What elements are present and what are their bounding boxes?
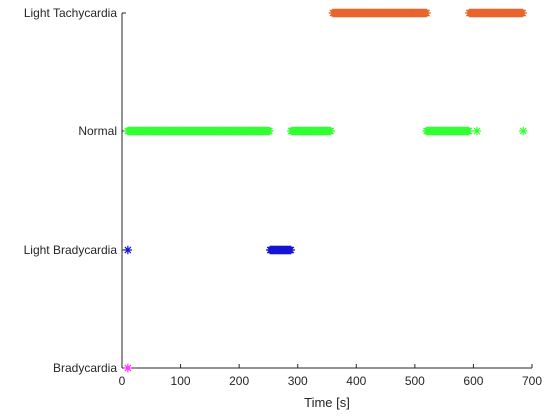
x-tick-label: 700 bbox=[522, 374, 542, 388]
y-category-label: Normal bbox=[78, 124, 117, 138]
y-ticks: Bradycardia Light Bradycardia Normal Light … bbox=[24, 6, 126, 375]
y-category-label: Bradycardia bbox=[53, 361, 117, 375]
x-axis-title: Time [s] bbox=[304, 395, 350, 410]
normal-point bbox=[472, 126, 482, 136]
normal-point bbox=[265, 126, 274, 136]
bradycardia-point bbox=[123, 363, 133, 373]
x-tick-label: 600 bbox=[463, 374, 483, 388]
x-tick-label: 300 bbox=[288, 374, 308, 388]
light-tachycardia-point bbox=[518, 8, 527, 18]
y-category-label: Light Tachycardia bbox=[24, 6, 117, 20]
normal-point bbox=[519, 126, 528, 136]
axes bbox=[121, 13, 532, 369]
light-bradycardia-point bbox=[123, 245, 133, 255]
x-tick-label: 400 bbox=[346, 374, 366, 388]
x-tick-label: 100 bbox=[171, 374, 191, 388]
normal-point bbox=[464, 126, 473, 136]
light-bradycardia-point bbox=[286, 245, 296, 255]
light-tachycardia-point bbox=[422, 8, 431, 18]
x-ticks: 0 100 200 300 400 500 600 700 bbox=[119, 364, 542, 388]
data-markers bbox=[123, 8, 528, 373]
normal-point bbox=[326, 126, 335, 136]
x-tick-label: 200 bbox=[229, 374, 249, 388]
x-tick-label: 0 bbox=[119, 374, 126, 388]
y-category-label: Light Bradycardia bbox=[24, 243, 118, 257]
x-tick-label: 500 bbox=[405, 374, 425, 388]
